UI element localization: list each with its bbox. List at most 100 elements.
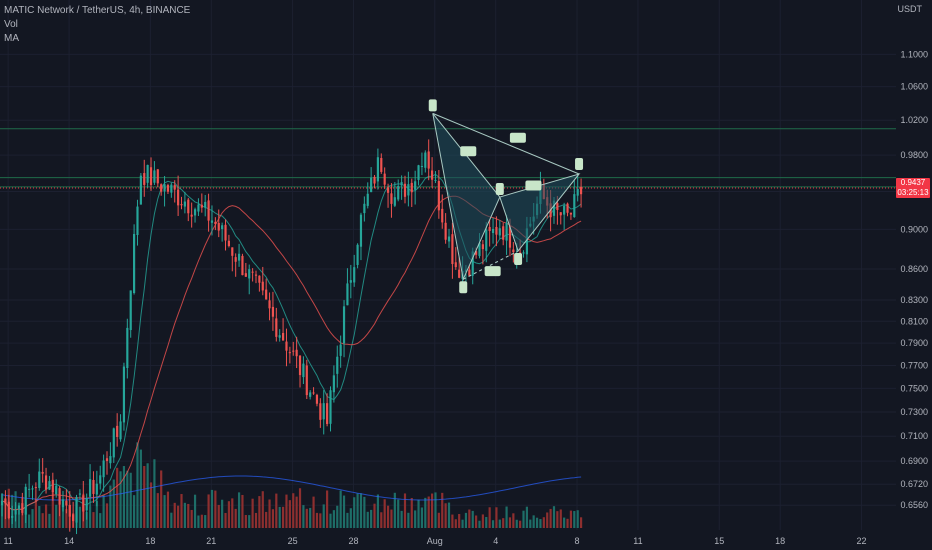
candle-body (332, 375, 335, 393)
candle-body (569, 212, 573, 215)
pattern-point-label (459, 281, 468, 294)
candle-body (485, 229, 488, 251)
volume-bar (329, 513, 332, 528)
volume-bar (105, 503, 109, 528)
volume-bar (112, 479, 115, 528)
volume-bar (180, 494, 183, 528)
volume-bar (512, 513, 515, 528)
candle-body (420, 165, 424, 167)
candle-body (146, 164, 149, 183)
x-tick-label: 18 (145, 536, 155, 546)
candle-body (58, 488, 61, 505)
volume-bar (166, 491, 170, 528)
y-tick-label: 0.6900 (900, 456, 928, 466)
candle-body (281, 332, 285, 341)
volume-bar (204, 515, 207, 528)
volume-bar (78, 506, 82, 528)
candle-body (366, 193, 369, 206)
candle-body (292, 350, 295, 352)
volume-bar (251, 498, 254, 528)
candle-body (244, 273, 247, 277)
candle-body (34, 487, 37, 489)
candle-body (298, 355, 302, 376)
candle-body (363, 203, 366, 214)
volume-bar (444, 503, 447, 528)
candle-body (302, 363, 305, 378)
candle-body (417, 165, 420, 180)
candle-body (380, 158, 383, 172)
candle-body (177, 189, 180, 206)
candle-body (129, 290, 132, 331)
candle-body (78, 493, 82, 495)
volume-bar (116, 467, 119, 528)
volume-bar (129, 472, 132, 528)
volume-bar (193, 494, 197, 528)
candle-body (451, 234, 454, 265)
volume-bar (214, 490, 217, 528)
pattern-point-label (514, 252, 523, 265)
harmonic-pattern (428, 99, 584, 294)
volume-bar (322, 504, 325, 528)
volume-bar (464, 512, 468, 528)
volume-bar (143, 466, 146, 528)
candle-body (424, 152, 427, 168)
volume-bar (525, 506, 528, 528)
candle-body (149, 167, 153, 186)
candle-body (386, 187, 390, 193)
volume-bar (522, 510, 525, 528)
candle-body (72, 514, 75, 522)
x-tick-label: 11 (633, 536, 642, 546)
volume-bar (546, 512, 549, 528)
y-tick-label: 0.7700 (900, 360, 928, 370)
volume-bar (298, 488, 302, 528)
volume-legend[interactable]: Vol (4, 19, 18, 30)
candle-body (278, 335, 281, 338)
candle-body (322, 403, 325, 420)
volume-bar (339, 490, 342, 528)
candle-body (326, 403, 329, 424)
candle-body (265, 289, 268, 300)
candle-body (7, 501, 10, 519)
candle-body (498, 228, 501, 236)
candle-body (478, 242, 481, 257)
ma-legend[interactable]: MA (4, 33, 19, 44)
volume-bar (190, 509, 193, 528)
y-tick-label: 0.6720 (900, 479, 928, 489)
volume-bar (485, 516, 488, 528)
candle-body (468, 269, 471, 276)
volume-bar (434, 492, 437, 528)
volume-bar (386, 505, 390, 528)
candle-body (407, 184, 410, 196)
candle-body (109, 456, 112, 464)
volume-bar (573, 511, 576, 528)
pattern-xd-line (432, 112, 580, 175)
candle-body (221, 225, 224, 230)
volume-bar (370, 509, 373, 528)
candle-body (329, 390, 332, 424)
candle-body (173, 185, 176, 190)
volume-bars (0, 442, 583, 528)
candle-body (234, 257, 237, 262)
candle-body (502, 226, 505, 240)
volume-bar (197, 515, 200, 528)
volume-bar (88, 506, 92, 528)
candle-body (370, 177, 373, 193)
volume-bar (268, 499, 271, 528)
candle-body (444, 222, 447, 240)
volume-bar (383, 499, 386, 528)
candle-body (353, 267, 356, 283)
x-tick-label: 18 (775, 536, 785, 546)
volume-bar (285, 494, 288, 528)
candle-body (241, 255, 244, 276)
candle-body (349, 280, 352, 283)
candle-body (261, 281, 264, 291)
symbol-title[interactable]: MATIC Network / TetherUS, 4h, BINANCE (4, 5, 191, 16)
last-price-tag: 0.9437 03:25:13 (896, 178, 930, 199)
moving-averages (1, 173, 582, 511)
volume-bar (200, 514, 203, 528)
volume-bar (549, 508, 552, 528)
volume-bar (380, 512, 383, 528)
x-tick-label: 15 (714, 536, 724, 546)
moving-average-line (1, 195, 582, 511)
